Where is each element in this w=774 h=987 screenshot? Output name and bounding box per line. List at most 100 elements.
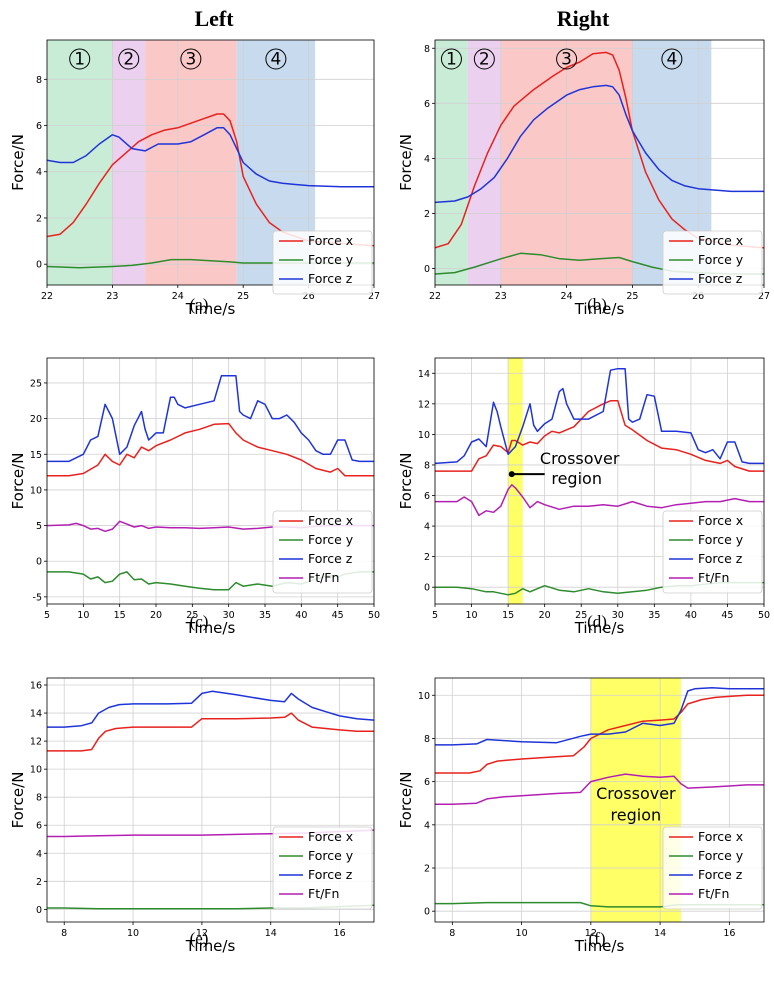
legend-label: Force x — [308, 513, 353, 528]
panel-caption: (f) — [589, 929, 606, 948]
chart-legend: Force x Force y Force z Ft/Fn — [662, 510, 763, 594]
legend-label: Force z — [308, 271, 353, 286]
y-tick-label: -5 — [33, 592, 42, 603]
chart-legend: Force x Force y Force z — [662, 230, 763, 295]
x-tick-label: 35 — [648, 610, 660, 621]
x-axis-label: Time/s — [185, 619, 236, 637]
series-line-ft-fn — [435, 484, 764, 517]
y-tick-label: 6 — [424, 99, 430, 110]
y-tick-label: 10 — [30, 765, 42, 776]
chart-legend: Force x Force y Force z Ft/Fn — [272, 826, 373, 910]
y-tick-label: 8 — [424, 460, 430, 471]
plot-frame — [434, 39, 765, 286]
y-tick-label: 4 — [36, 849, 42, 860]
y-tick-label: 4 — [36, 167, 42, 178]
y-tick-label: 15 — [30, 450, 42, 461]
x-tick-label: 25 — [575, 610, 587, 621]
legend-label: Ft/Fn — [698, 886, 729, 901]
legend-label: Force z — [698, 551, 743, 566]
y-tick-label: 2 — [36, 213, 42, 224]
x-tick-label: 22 — [429, 291, 441, 302]
panel-caption: (b) — [587, 295, 607, 314]
x-axis-label: Time/s — [574, 619, 625, 637]
legend-label: Force x — [308, 233, 353, 248]
region-number-circle — [440, 48, 462, 70]
x-tick-label: 16 — [334, 928, 346, 939]
series-line-force-x — [435, 400, 764, 472]
legend-label: Force z — [308, 551, 353, 566]
y-tick-label: 20 — [30, 414, 42, 425]
y-tick-label: 0 — [424, 907, 430, 918]
legend-label: Force y — [698, 532, 744, 547]
chart-panel-d: 5 10 15 20 25 30 35 40 45 50 0 2 4 6 8 10 12 14 Time/s Forc… — [397, 357, 770, 637]
phase-region-1 — [435, 40, 468, 285]
x-tick-label: 26 — [692, 291, 704, 302]
y-tick-label: 0 — [424, 264, 430, 275]
legend-label: Ft/Fn — [698, 570, 729, 585]
annotation-dot — [508, 471, 515, 478]
region-number-circle — [180, 48, 202, 70]
region-number-circle — [556, 48, 578, 70]
plot-frame — [434, 677, 765, 923]
legend-label: Force z — [698, 867, 743, 882]
y-tick-label: 6 — [424, 777, 430, 788]
y-tick-label: 4 — [424, 820, 430, 831]
x-tick-label: 14 — [654, 928, 666, 939]
column-title-left: Left — [194, 6, 234, 31]
region-number-circle — [265, 48, 287, 70]
plot-frame — [46, 677, 375, 923]
y-tick-label: 16 — [30, 681, 42, 692]
x-tick-label: 35 — [259, 610, 271, 621]
legend-label: Force y — [308, 532, 354, 547]
y-tick-label: 8 — [424, 734, 430, 745]
x-tick-label: 50 — [368, 610, 380, 621]
chart-legend: Force x Force y Force z Ft/Fn — [662, 826, 763, 910]
y-tick-label: 14 — [418, 369, 430, 380]
y-tick-label: 6 — [424, 491, 430, 502]
series-line-ft-fn — [435, 773, 764, 806]
x-tick-label: 24 — [172, 291, 184, 302]
y-tick-label: 2 — [424, 552, 430, 563]
x-tick-label: 40 — [295, 610, 307, 621]
chart-legend: Force x Force y Force z Ft/Fn — [272, 510, 373, 594]
y-tick-label: 10 — [418, 691, 430, 702]
x-tick-label: 30 — [612, 610, 624, 621]
x-tick-label: 22 — [41, 291, 53, 302]
x-axis-label: Time/s — [185, 300, 236, 318]
phase-region-3 — [145, 40, 237, 285]
x-tick-label: 12 — [585, 928, 597, 939]
panel-caption: (e) — [190, 929, 209, 948]
annotation-text-line-1: Crossover — [596, 784, 676, 803]
x-tick-label: 16 — [723, 928, 735, 939]
x-tick-label: 10 — [466, 610, 478, 621]
legend-label: Force y — [308, 848, 354, 863]
y-tick-label: 8 — [36, 75, 42, 86]
x-tick-label: 27 — [758, 291, 770, 302]
panel-caption: (c) — [190, 612, 209, 631]
legend-label: Force y — [308, 252, 354, 267]
y-tick-label: 12 — [30, 737, 42, 748]
y-tick-label: 6 — [36, 821, 42, 832]
region-number-circle — [661, 48, 683, 70]
phase-region-2 — [112, 40, 146, 285]
legend-box — [662, 826, 763, 910]
column-title-right: Right — [557, 6, 610, 31]
x-tick-label: 20 — [539, 610, 551, 621]
x-tick-label: 10 — [516, 928, 528, 939]
x-tick-label: 30 — [223, 610, 235, 621]
x-tick-label: 25 — [186, 610, 198, 621]
region-number-label: 1 — [74, 50, 85, 70]
series-line-force-x — [435, 51, 764, 249]
y-tick-label: 10 — [418, 430, 430, 441]
x-tick-label: 10 — [77, 610, 89, 621]
x-tick-label: 24 — [561, 291, 573, 302]
series-line-force-x — [47, 422, 374, 477]
legend-label: Force y — [698, 848, 744, 863]
x-tick-label: 8 — [61, 928, 67, 939]
y-tick-label: 8 — [36, 793, 42, 804]
x-axis-label: Time/s — [574, 300, 625, 318]
x-tick-label: 26 — [303, 291, 315, 302]
y-tick-label: 12 — [418, 399, 430, 410]
